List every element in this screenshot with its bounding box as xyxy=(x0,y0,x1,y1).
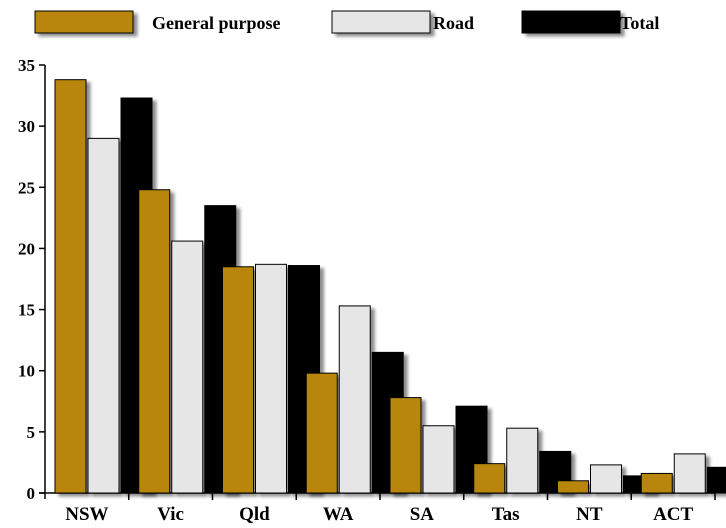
bar-qld-road xyxy=(255,263,287,494)
bar-tas-road xyxy=(506,427,539,494)
bar-act-general-purpose xyxy=(640,472,673,494)
y-tick-label: 25 xyxy=(18,178,35,197)
bar-nsw-road xyxy=(87,137,120,494)
legend-swatch-road xyxy=(331,10,431,34)
x-category-label: Tas xyxy=(492,504,520,525)
y-tick-label: 20 xyxy=(18,239,35,258)
bar-tas-general-purpose xyxy=(473,463,506,494)
legend-swatch-total xyxy=(521,10,621,34)
legend: General purpose Road Total xyxy=(34,10,659,34)
y-tick-label: 0 xyxy=(27,484,36,503)
bar-vic-general-purpose xyxy=(138,189,171,494)
bar-nt-general-purpose xyxy=(557,480,589,494)
x-category-label: Qld xyxy=(239,504,270,525)
bar-nt-road xyxy=(590,464,622,494)
x-category-label: ACT xyxy=(653,504,693,525)
bar-act-total xyxy=(706,466,726,494)
legend-label: Road xyxy=(433,13,474,33)
legend-label: General purpose xyxy=(152,13,281,33)
x-category-label: WA xyxy=(323,504,354,525)
y-tick-label: 5 xyxy=(27,423,36,442)
legend-label: Total xyxy=(620,13,659,33)
y-tick-label: 15 xyxy=(18,301,35,320)
y-tick-label: 10 xyxy=(18,362,35,381)
bar-vic-road xyxy=(171,240,204,494)
bar-sa-road xyxy=(422,425,455,494)
x-category-label: NT xyxy=(576,504,603,525)
bar-nsw-general-purpose xyxy=(54,79,87,494)
bar-wa-road xyxy=(338,305,371,494)
bar-wa-general-purpose xyxy=(305,372,338,494)
y-tick-label: 30 xyxy=(18,117,35,136)
legend-swatch-general-purpose xyxy=(34,10,134,34)
axes: 0 5 10 15 20 25 30 35 NSW Vic Qld WA SA Tas NT ACT xyxy=(18,56,716,525)
bar-sa-total xyxy=(455,405,488,494)
bar-sa-general-purpose xyxy=(389,397,422,494)
bars xyxy=(54,79,726,494)
x-category-label: SA xyxy=(410,504,435,525)
y-tick-label: 35 xyxy=(18,56,35,75)
bar-qld-general-purpose xyxy=(222,266,254,494)
bar-act-road xyxy=(673,453,706,494)
x-category-label: Vic xyxy=(157,504,184,525)
x-category-label: NSW xyxy=(65,504,108,525)
